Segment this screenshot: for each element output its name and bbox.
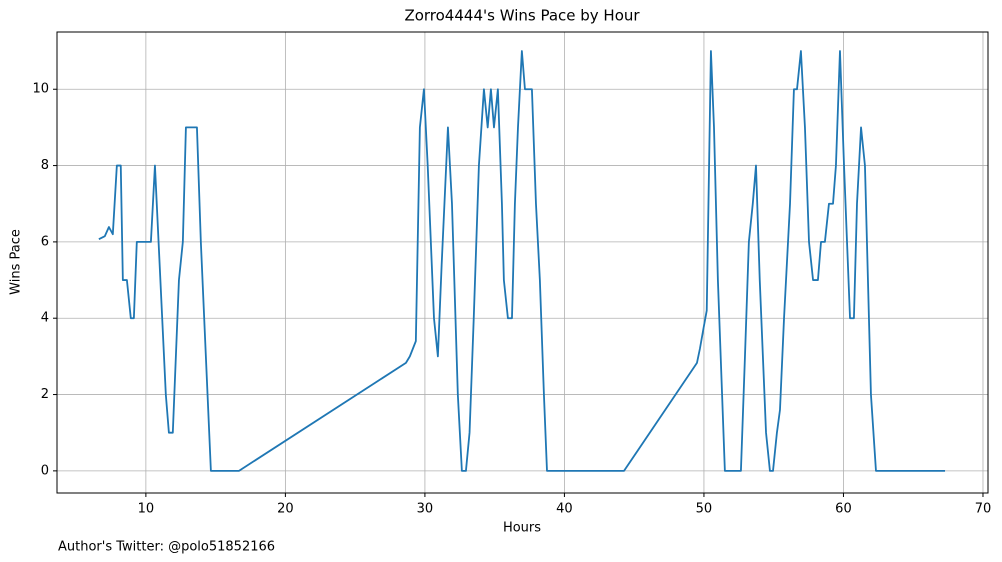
y-tick-label: 8 [41, 158, 49, 173]
y-axis-label: Wins Pace [9, 229, 24, 295]
y-tick-label: 10 [32, 82, 49, 97]
y-tick-label: 0 [41, 463, 49, 478]
x-axis-label: Hours [503, 521, 541, 536]
y-tick-label: 4 [41, 311, 49, 326]
x-tick-label: 60 [835, 502, 852, 517]
data-line [98, 50, 946, 472]
x-tick-label: 10 [138, 502, 155, 517]
x-tick-label: 40 [556, 502, 573, 517]
chart-title: Zorro4444's Wins Pace by Hour [404, 7, 640, 25]
plot-frame [56, 31, 989, 494]
x-tick-label: 20 [277, 502, 294, 517]
x-tick-label: 50 [696, 502, 713, 517]
x-tick-label: 70 [975, 502, 992, 517]
y-tick-label: 2 [41, 387, 49, 402]
y-tick-label: 6 [41, 234, 49, 249]
x-tick-label: 30 [417, 502, 434, 517]
annotation: Author's Twitter: @polo51852166 [58, 540, 275, 555]
